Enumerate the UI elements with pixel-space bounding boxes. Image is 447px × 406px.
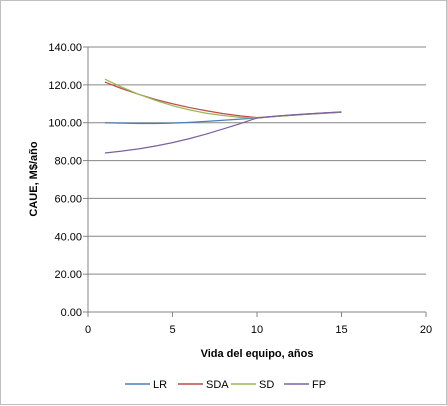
x-tick-label: 0 [85,324,91,336]
y-tick-label: 80.00 [54,156,82,168]
series-lines [104,78,342,154]
x-axis-title: Vida del equipo, años [201,348,314,360]
y-tick-label: 100.00 [48,118,82,130]
legend: LR SDA SD FP [125,379,326,391]
x-tick-label: 10 [251,324,263,336]
series-line-sda [104,81,342,119]
legend-label-sda: SDA [206,379,229,391]
gridlines [88,46,426,275]
y-tick-label: 20.00 [54,269,82,281]
axes [83,46,427,317]
x-tick-label: 20 [420,324,432,336]
legend-label-lr: LR [153,379,167,391]
x-tick-label: 5 [169,324,175,336]
legend-label-fp: FP [312,379,326,391]
y-tick-label: 60.00 [54,193,82,205]
y-tick-label: 40.00 [54,231,82,243]
y-tick-label: 0.00 [61,307,82,319]
tick-labels: 0.00 20.00 40.00 60.00 80.00 100.00 120.00 140.… [48,42,432,336]
y-tick-label: 140.00 [48,42,82,54]
legend-label-sd: SD [259,379,274,391]
y-tick-label: 120.00 [48,80,82,92]
series-line-fp [104,111,342,154]
y-axis-title: CAUE, M$/año [28,141,40,216]
x-tick-label: 15 [335,324,347,336]
